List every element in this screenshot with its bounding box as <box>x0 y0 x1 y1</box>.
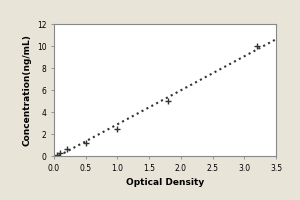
Y-axis label: Concentration(ng/mL): Concentration(ng/mL) <box>22 34 31 146</box>
X-axis label: Optical Density: Optical Density <box>126 178 204 187</box>
